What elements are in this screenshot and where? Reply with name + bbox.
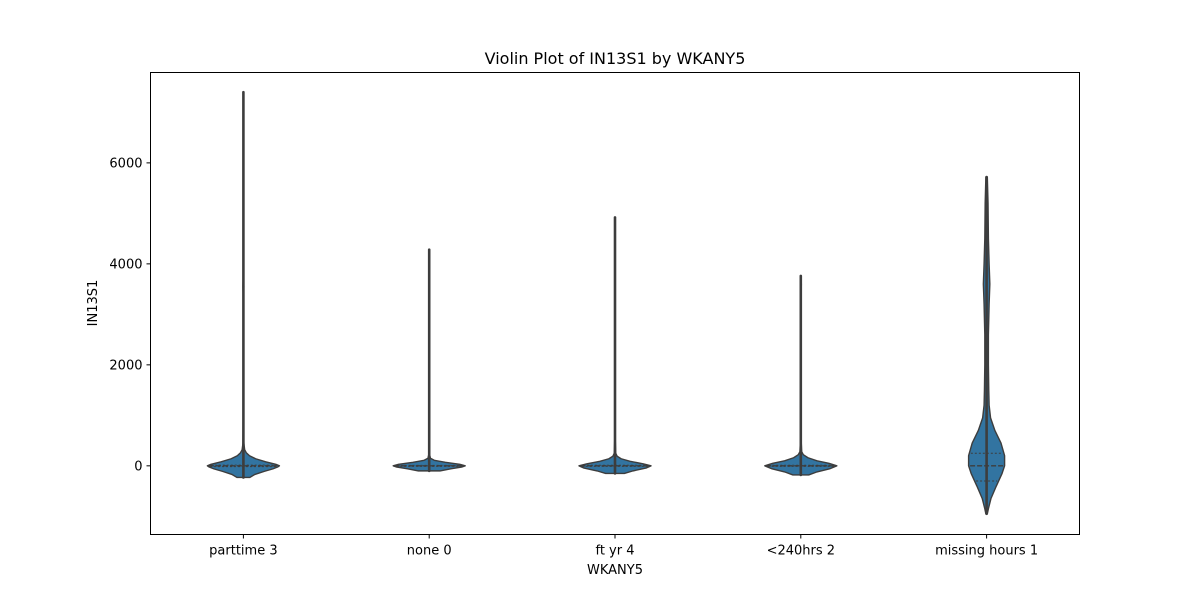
plot-area: [206, 90, 1006, 516]
violin-2: [392, 248, 466, 473]
y-tick-label: 2000: [109, 358, 142, 373]
chart-title: Violin Plot of IN13S1 by WKANY5: [485, 49, 746, 68]
violin-1: [206, 90, 281, 479]
y-tick-label: 6000: [109, 156, 142, 171]
y-axis-ticks: 0 2000 4000 6000: [109, 156, 151, 474]
y-tick-label: 4000: [109, 257, 142, 272]
x-axis-ticks: parttime 3 none 0 ft yr 4 <240hrs 2 missing …: [209, 534, 1038, 559]
x-tick-label: parttime 3: [209, 544, 277, 559]
violin-3: [578, 216, 652, 475]
violin-4: [764, 274, 838, 477]
x-tick-label: <240hrs 2: [767, 544, 835, 559]
y-tick-label: 0: [134, 459, 142, 474]
x-tick-label: ft yr 4: [595, 544, 634, 559]
violin-5: [967, 175, 1006, 516]
x-tick-label: missing hours 1: [935, 544, 1038, 559]
y-axis-label: IN13S1: [86, 280, 101, 327]
x-axis-label: WKANY5: [587, 563, 643, 578]
x-tick-label: none 0: [407, 544, 452, 559]
